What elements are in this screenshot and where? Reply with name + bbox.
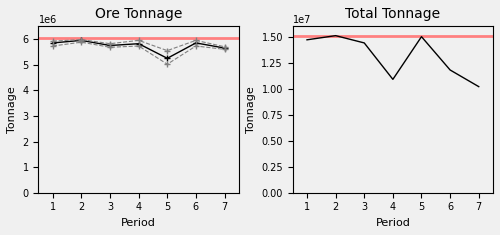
Y-axis label: Tonnage: Tonnage [7,86,17,133]
Y-axis label: Tonnage: Tonnage [246,86,256,133]
Text: 1e6: 1e6 [38,15,56,25]
Title: Total Tonnage: Total Tonnage [346,7,440,21]
X-axis label: Period: Period [121,218,156,228]
Title: Ore Tonnage: Ore Tonnage [95,7,182,21]
Text: 1e7: 1e7 [292,15,311,25]
X-axis label: Period: Period [376,218,410,228]
